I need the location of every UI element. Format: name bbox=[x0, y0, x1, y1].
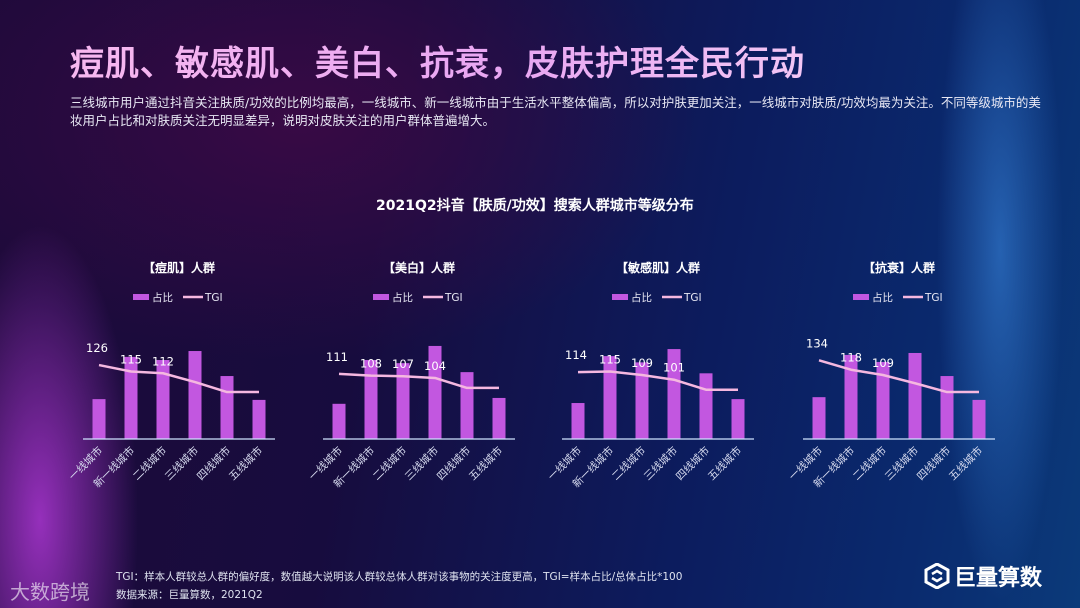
bar-四线城市 bbox=[699, 373, 713, 439]
legend-label-share: 占比 bbox=[872, 291, 893, 304]
panel-title: 【美白】人群 bbox=[383, 260, 455, 275]
brand-name: 巨量算数 bbox=[954, 566, 1043, 591]
x-tick-label: 三线城市 bbox=[162, 444, 201, 483]
bar-一线城市 bbox=[571, 403, 585, 439]
legend-label-tgi: TGI bbox=[444, 292, 463, 304]
brand-logo: 巨量算数 bbox=[924, 560, 1042, 592]
bar-五线城市 bbox=[972, 399, 986, 439]
tgi-data-label: 107 bbox=[392, 357, 414, 371]
bar-三线城市 bbox=[908, 352, 922, 439]
legend-label-share: 占比 bbox=[152, 291, 173, 304]
bar-三线城市 bbox=[667, 349, 681, 439]
x-tick-label: 五线城市 bbox=[705, 444, 744, 483]
bar-新一线城市 bbox=[124, 356, 138, 439]
x-tick-label: 二线城市 bbox=[609, 444, 648, 483]
legend-label-tgi: TGI bbox=[683, 292, 702, 304]
legend-label-share: 占比 bbox=[392, 291, 413, 304]
page-title: 痘肌、敏感肌、美白、抗衰，皮肤护理全民行动 bbox=[70, 36, 805, 85]
x-tick-label: 五线城市 bbox=[946, 444, 985, 483]
brand-icon bbox=[924, 563, 950, 589]
x-tick-label: 四线城市 bbox=[914, 444, 953, 483]
legend-label-tgi: TGI bbox=[204, 292, 223, 304]
legend-label-tgi: TGI bbox=[924, 292, 943, 304]
watermark: 大数跨境 bbox=[10, 580, 90, 604]
tgi-data-label: 109 bbox=[631, 356, 653, 370]
tgi-line bbox=[338, 372, 499, 390]
footnote: TGI：样本人群较总人群的偏好度，数值越大说明该人群较总体人群对该事物的关注度更… bbox=[116, 568, 682, 604]
x-tick-label: 四线城市 bbox=[194, 444, 233, 483]
tgi-data-label: 115 bbox=[599, 352, 621, 366]
tgi-data-label: 101 bbox=[663, 361, 685, 375]
x-tick-label: 四线城市 bbox=[434, 444, 473, 483]
bar-新一线城市 bbox=[844, 354, 858, 439]
tgi-data-label: 104 bbox=[424, 359, 446, 373]
tgi-line bbox=[98, 363, 259, 394]
bar-五线城市 bbox=[492, 397, 506, 439]
x-tick-label: 二线城市 bbox=[370, 444, 409, 483]
x-tick-label: 五线城市 bbox=[226, 444, 265, 483]
legend-bar-swatch bbox=[853, 294, 869, 300]
panel-title: 【抗衰】人群 bbox=[863, 260, 935, 275]
bar-二线城市 bbox=[635, 362, 649, 439]
tgi-line bbox=[818, 359, 979, 394]
x-tick-label: 二线城市 bbox=[130, 444, 169, 483]
bar-四线城市 bbox=[940, 376, 954, 439]
bar-二线城市 bbox=[876, 361, 890, 439]
bar-四线城市 bbox=[460, 372, 474, 439]
legend-label-share: 占比 bbox=[631, 291, 652, 304]
tgi-data-label: 108 bbox=[360, 357, 382, 371]
panel-title: 【痘肌】人群 bbox=[143, 260, 215, 275]
legend-bar-swatch bbox=[133, 294, 149, 300]
bar-五线城市 bbox=[731, 399, 745, 439]
legend-bar-swatch bbox=[373, 294, 389, 300]
x-tick-label: 四线城市 bbox=[673, 444, 712, 483]
tgi-data-label: 134 bbox=[806, 336, 828, 350]
tgi-data-label: 112 bbox=[152, 354, 174, 368]
tgi-data-label: 114 bbox=[565, 348, 587, 362]
tgi-line bbox=[577, 370, 738, 391]
x-tick-label: 五线城市 bbox=[466, 444, 505, 483]
bar-五线城市 bbox=[252, 399, 266, 439]
bar-二线城市 bbox=[396, 363, 410, 439]
tgi-note: TGI：样本人群较总人群的偏好度，数值越大说明该人群较总体人群对该事物的关注度更… bbox=[116, 571, 683, 583]
bar-一线城市 bbox=[332, 403, 346, 439]
bar-三线城市 bbox=[428, 345, 442, 439]
tgi-data-label: 118 bbox=[840, 351, 862, 365]
bar-新一线城市 bbox=[603, 356, 617, 439]
tgi-data-label: 126 bbox=[86, 341, 108, 355]
bar-三线城市 bbox=[188, 351, 202, 439]
x-tick-label: 三线城市 bbox=[641, 444, 680, 483]
tgi-data-label: 109 bbox=[872, 356, 894, 370]
tgi-data-label: 111 bbox=[326, 350, 348, 364]
tgi-data-label: 115 bbox=[120, 352, 142, 366]
x-tick-label: 三线城市 bbox=[882, 444, 921, 483]
bar-四线城市 bbox=[220, 376, 234, 439]
source-note: 数据来源：巨量算数，2021Q2 bbox=[116, 589, 263, 601]
bar-新一线城市 bbox=[364, 360, 378, 439]
page-subtitle: 三线城市用户通过抖音关注肤质/功效的比例均最高，一线城市、新一线城市由于生活水平… bbox=[70, 95, 1041, 128]
x-tick-label: 二线城市 bbox=[850, 444, 889, 483]
x-tick-label: 三线城市 bbox=[402, 444, 441, 483]
panel-title: 【敏感肌】人群 bbox=[616, 260, 700, 275]
chart-group-title: 2021Q2抖音【肤质/功效】搜索人群城市等级分布 bbox=[376, 198, 694, 214]
bar-二线城市 bbox=[156, 360, 170, 439]
bar-一线城市 bbox=[92, 399, 106, 439]
legend-bar-swatch bbox=[612, 294, 628, 300]
bar-一线城市 bbox=[812, 397, 826, 439]
